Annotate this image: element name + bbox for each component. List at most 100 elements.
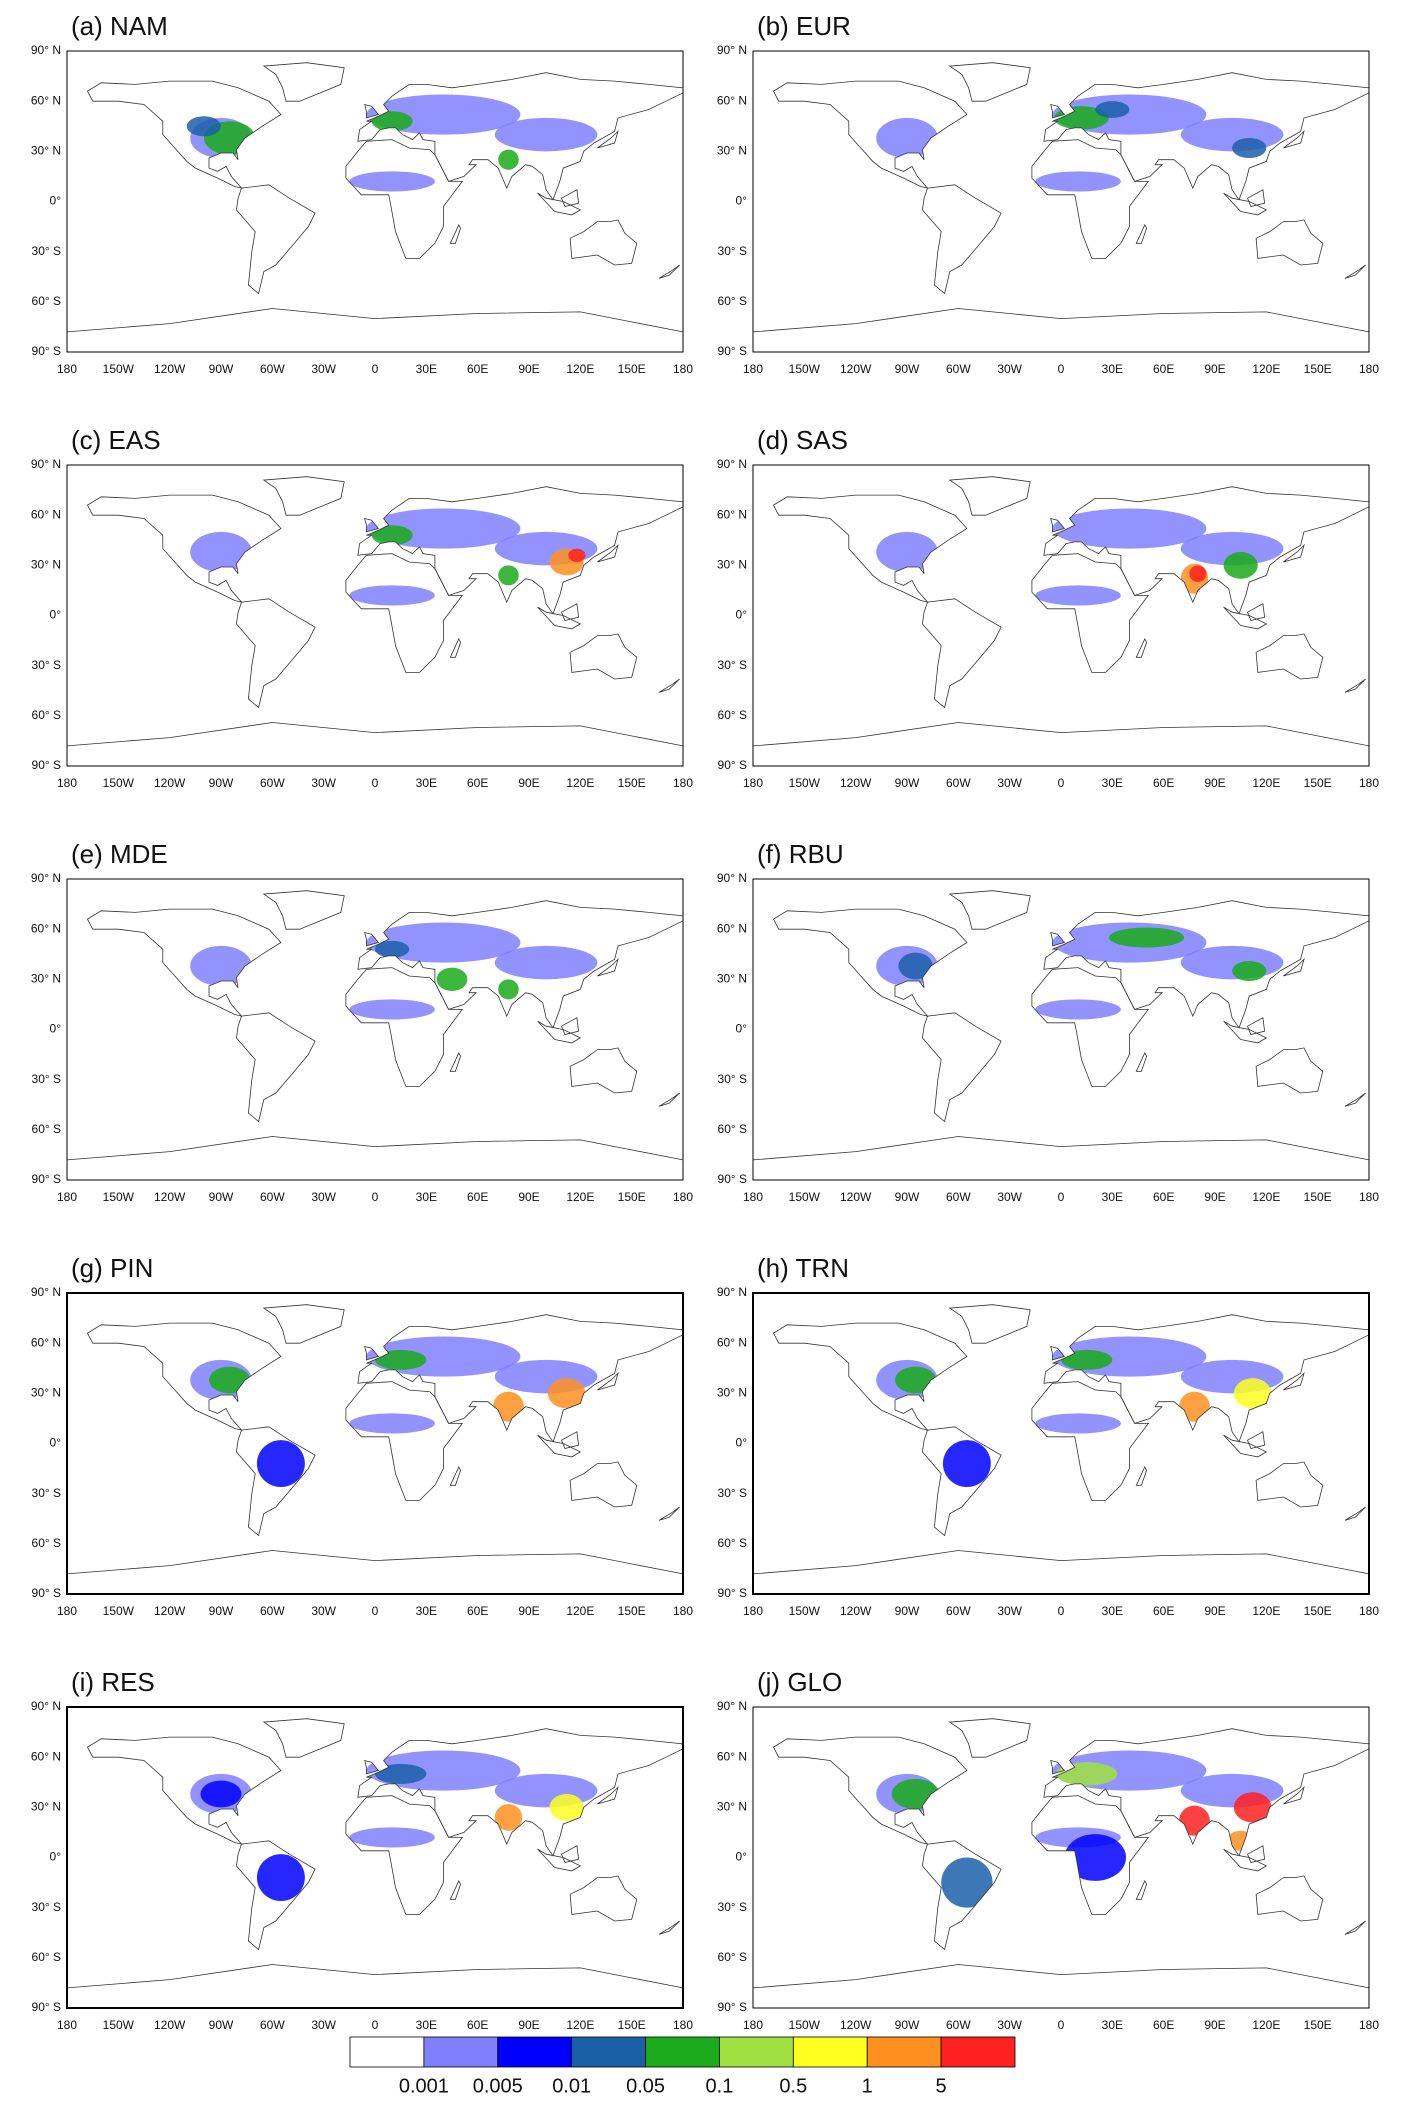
- latitude-label: 30° N: [31, 558, 61, 572]
- longitude-label: 120W: [840, 2018, 872, 2032]
- longitude-label: 90E: [1204, 776, 1225, 790]
- coastline: [345, 1795, 464, 1915]
- coastline: [537, 192, 582, 216]
- land: [1136, 1466, 1147, 1486]
- coastline: [560, 1017, 580, 1035]
- colorbar-swatch: [792, 2036, 868, 2068]
- coastline: [560, 1845, 580, 1863]
- emission-patch: [371, 111, 413, 132]
- longitude-label: 0: [372, 1604, 379, 1618]
- emission-field: [876, 1336, 1284, 1487]
- longitude-label: 30W: [997, 2018, 1022, 2032]
- map-frame: [66, 1706, 684, 2009]
- colorbar-label: 0.1: [706, 2075, 734, 2097]
- land: [1223, 193, 1267, 215]
- latitude-label: 30° S: [718, 1486, 747, 1500]
- longitude-label: 120E: [1252, 362, 1280, 376]
- latitude-label: 30° N: [31, 1800, 61, 1814]
- land: [87, 495, 281, 603]
- coastline: [364, 1759, 380, 1775]
- land: [1256, 1047, 1323, 1093]
- map-panel: [66, 1292, 684, 1595]
- latitude-label: 30° S: [32, 1072, 61, 1086]
- longitude-label: 90E: [1204, 1190, 1225, 1204]
- panel-title: (g) PIN: [71, 1253, 153, 1283]
- coastline: [560, 1431, 580, 1449]
- emission-patch: [876, 531, 938, 573]
- longitude-label: 150E: [1304, 362, 1332, 376]
- emission-patch: [1179, 1391, 1210, 1422]
- longitude-label: 0: [372, 776, 379, 790]
- emission-patch: [1180, 945, 1284, 980]
- land: [922, 1012, 1002, 1122]
- land: [1031, 967, 1149, 1087]
- colorbar-label: 0.5: [779, 2075, 807, 2097]
- longitude-label: 0: [1058, 1604, 1065, 1618]
- emission-field: [190, 508, 598, 606]
- longitude-label: 60W: [260, 1604, 285, 1618]
- coastline: [235, 598, 316, 709]
- coastline: [569, 1047, 638, 1094]
- land: [949, 890, 1031, 930]
- colorbar-label: 0.01: [552, 2075, 591, 2097]
- latitude-label: 90° S: [718, 1586, 747, 1600]
- map-panel: [752, 50, 1370, 353]
- coastline: [66, 1964, 684, 1989]
- coastline: [752, 1964, 1370, 1989]
- coastline: [752, 1550, 1370, 1575]
- coastline: [1283, 1785, 1305, 1805]
- latitude-label: 90° N: [31, 1699, 61, 1713]
- latitude-label: 60° N: [31, 93, 61, 107]
- latitude-label: 60° N: [31, 1749, 61, 1763]
- coastline: [560, 603, 580, 621]
- longitude-label: 120W: [840, 1604, 872, 1618]
- emission-patch: [375, 1349, 427, 1370]
- colorbar-label: 0.005: [473, 2075, 523, 2097]
- colorbar-label: 0.001: [399, 2075, 449, 2097]
- coastline: [1050, 517, 1066, 533]
- coastline: [1223, 1434, 1268, 1458]
- longitude-label: 180: [1359, 2018, 1379, 2032]
- emission-patch: [1232, 960, 1267, 982]
- latitude-label: 60° S: [32, 1950, 61, 1964]
- longitude-label: 60W: [946, 776, 971, 790]
- longitude-label: 150W: [103, 2018, 135, 2032]
- coastline: [1344, 1092, 1366, 1107]
- emission-patch: [876, 117, 938, 159]
- longitude-label: 180: [57, 776, 77, 790]
- latitude-label: 30° N: [717, 1800, 747, 1814]
- emission-patch: [209, 1366, 251, 1394]
- coastline: [597, 1371, 619, 1391]
- emission-patch: [375, 1763, 427, 1784]
- coastline: [560, 189, 580, 207]
- emission-patch: [1035, 999, 1121, 1020]
- land: [450, 638, 461, 658]
- coastline: [921, 598, 1002, 709]
- longitude-label: 180: [673, 776, 693, 790]
- coastline: [262, 1718, 345, 1758]
- map-panel: [752, 1706, 1370, 2009]
- coastline: [1050, 1759, 1066, 1775]
- coastline: [569, 1461, 638, 1508]
- latitude-label: 0°: [736, 608, 748, 622]
- latitude-label: 60° N: [31, 507, 61, 521]
- coastline: [1246, 189, 1266, 207]
- coastline: [1031, 967, 1150, 1087]
- longitude-label: 60W: [946, 1190, 971, 1204]
- coastline: [948, 1304, 1031, 1344]
- coastline: [262, 890, 345, 930]
- latitude-label: 0°: [50, 608, 62, 622]
- land: [537, 1435, 581, 1457]
- latitude-label: 90° N: [31, 43, 61, 57]
- latitude-label: 60° S: [32, 1536, 61, 1550]
- land: [570, 1047, 637, 1093]
- panel-title: (j) GLO: [757, 1667, 842, 1697]
- latitude-label: 0°: [50, 1022, 62, 1036]
- coastline: [357, 1728, 684, 1857]
- coastline: [1050, 931, 1066, 947]
- longitude-label: 90W: [895, 2018, 920, 2032]
- land: [1031, 553, 1149, 673]
- panel-title: (f) RBU: [757, 839, 844, 869]
- coastline: [921, 1426, 1002, 1537]
- emission-patch: [898, 952, 933, 980]
